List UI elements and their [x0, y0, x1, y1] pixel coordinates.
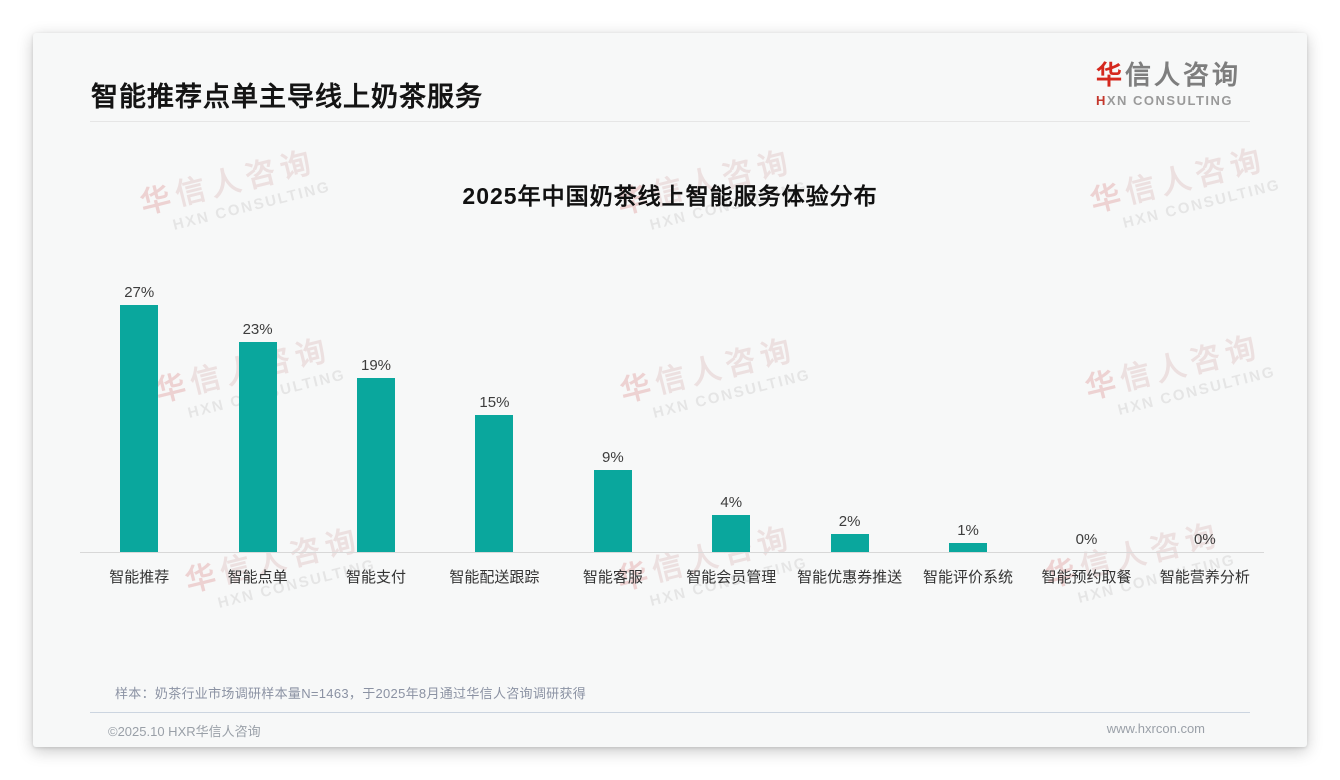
x-axis-label: 智能点单 — [227, 569, 288, 586]
bar-chart: 27% 23% 19% 15% 9% 4% 2% 1% 0% 0% 智能推荐 智能点单 智能支付 智能配… — [80, 271, 1264, 587]
x-axis-label: 智能优惠券推送 — [797, 569, 903, 586]
bar — [949, 543, 988, 552]
logo-en-text: HXN CONSULTING — [1096, 93, 1241, 108]
bar-value-label: 19% — [361, 357, 392, 374]
bar-column: 23% — [198, 321, 316, 552]
bar-column: 2% — [790, 513, 908, 552]
x-axis-label: 智能推荐 — [109, 569, 170, 586]
x-axis-label: 智能营养分析 — [1159, 569, 1250, 586]
x-axis-label: 智能客服 — [582, 569, 643, 586]
bar-value-label: 9% — [601, 449, 624, 466]
bar — [830, 534, 869, 552]
logo-en-rest: XN CONSULTING — [1106, 93, 1234, 108]
chart-title: 2025年中国奶茶线上智能服务体验分布 — [462, 183, 878, 209]
bar-column: 15% — [435, 394, 553, 552]
x-axis-label: 智能会员管理 — [686, 569, 777, 586]
bar-value-label: 4% — [720, 494, 743, 511]
bar-column: 9% — [554, 449, 672, 552]
logo-cn-text: 华信人咨询 — [1096, 55, 1241, 92]
bar — [120, 305, 159, 552]
slide-card: 华信人咨询 HXN CONSULTING 华信人咨询 HXN CONSULTING 华信… — [33, 33, 1307, 747]
bar — [712, 515, 751, 552]
x-axis-label: 智能评价系统 — [923, 569, 1014, 586]
x-axis-label: 智能支付 — [346, 569, 407, 586]
bar — [357, 378, 396, 552]
x-axis-label: 智能配送跟踪 — [449, 569, 540, 586]
logo-en-accent-char: H — [1095, 93, 1107, 108]
logo-cn-accent-char: 华 — [1095, 60, 1125, 90]
header-divider — [90, 121, 1250, 122]
bar-column: 4% — [672, 494, 790, 552]
bar — [475, 415, 514, 552]
sample-note: 样本：奶茶行业市场调研样本量N=1463，于2025年8月通过华信人咨询调研获得 — [115, 686, 587, 701]
website-text: www.hxrcon.com — [1106, 721, 1205, 736]
footer-divider — [90, 712, 1250, 713]
page-title: 智能推荐点单主导线上奶茶服务 — [91, 82, 483, 112]
slide-content: 智能推荐点单主导线上奶茶服务 华信人咨询 HXN CONSULTING 2025… — [33, 33, 1307, 747]
bar-column: 19% — [317, 357, 435, 552]
bar-column: 1% — [909, 522, 1027, 552]
bar — [238, 342, 277, 552]
logo-cn-rest: 信人咨询 — [1124, 60, 1241, 90]
bars-row: 27% 23% 19% 15% 9% 4% 2% 1% 0% 0% — [80, 271, 1264, 553]
bar-value-label: 15% — [479, 394, 510, 411]
bar-column: 0% — [1146, 531, 1264, 552]
x-axis-labels: 智能推荐 智能点单 智能支付 智能配送跟踪 智能客服 智能会员管理 智能优惠券推送 智能评价系… — [80, 553, 1264, 587]
bar-value-label: 27% — [124, 284, 155, 301]
company-logo: 华信人咨询 HXN CONSULTING — [1096, 55, 1241, 108]
bar-value-label: 0% — [1075, 531, 1098, 548]
bar-value-label: 23% — [242, 321, 273, 338]
copyright-text: ©2025.10 HXR华信人咨询 — [108, 724, 261, 739]
bar-value-label: 0% — [1194, 531, 1216, 548]
bar-value-label: 1% — [957, 522, 979, 539]
x-axis-label: 智能预约取餐 — [1041, 569, 1132, 586]
bar-column: 0% — [1027, 531, 1145, 552]
bar-column: 27% — [80, 284, 198, 552]
bar — [593, 470, 632, 552]
bar-value-label: 2% — [838, 513, 861, 530]
